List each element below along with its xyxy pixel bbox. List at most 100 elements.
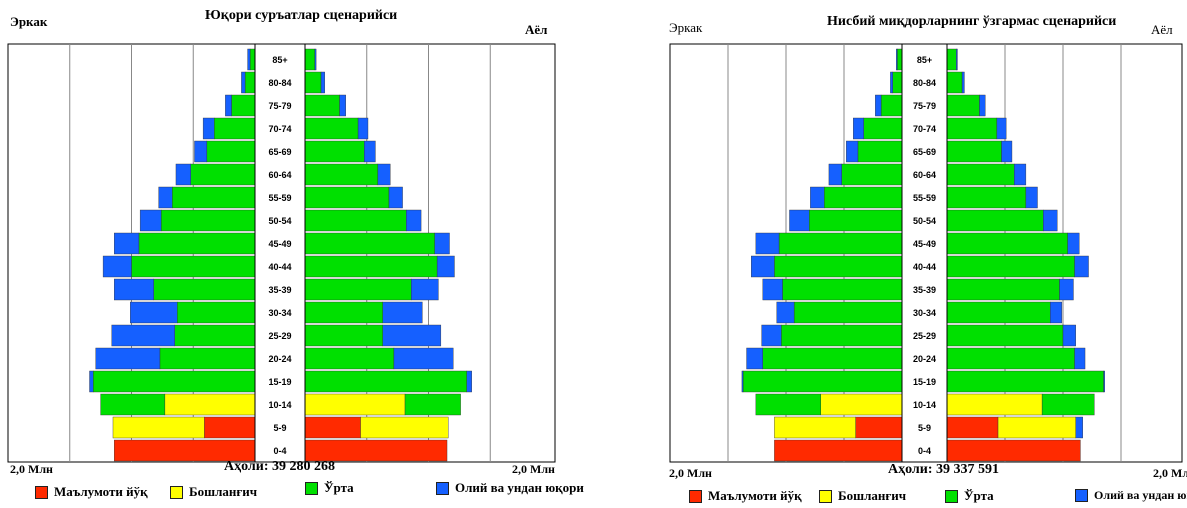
age-group-label: 50-54 xyxy=(913,216,936,226)
male-bar-secondary xyxy=(781,324,903,347)
population-label: Аҳоли: 39 280 268 xyxy=(224,459,336,474)
female-bar-higher xyxy=(979,94,986,117)
age-group-label: 5-9 xyxy=(918,423,931,433)
male-bar-higher xyxy=(750,255,775,278)
age-group-label: 55-59 xyxy=(913,193,936,203)
female-bar-none xyxy=(946,416,999,439)
female-bar-higher xyxy=(1062,324,1076,347)
age-group-label: 40-44 xyxy=(268,262,291,272)
legend-item-secondary: Ўрта xyxy=(945,488,994,504)
male-bar-secondary xyxy=(824,186,903,209)
age-group-label: 30-34 xyxy=(913,308,936,318)
age-group-label: 10-14 xyxy=(268,400,291,410)
male-bar-higher xyxy=(789,209,810,232)
age-group-label: 85+ xyxy=(272,55,287,65)
male-bar-higher xyxy=(89,370,94,393)
female-bar-secondary xyxy=(946,370,1104,393)
legend-swatch xyxy=(305,481,318,495)
female-bar-higher xyxy=(1103,370,1105,393)
male-bar-secondary xyxy=(172,186,256,209)
scale-label-right: 2,0 Млн xyxy=(1153,466,1187,480)
female-bar-secondary xyxy=(946,278,1060,301)
male-bar-secondary xyxy=(214,117,256,140)
female-bar-secondary xyxy=(946,301,1051,324)
male-bar-primary xyxy=(774,416,856,439)
female-bar-secondary xyxy=(304,117,359,140)
scale-label-left: 2,0 Млн xyxy=(10,462,53,476)
female-bar-higher xyxy=(393,347,454,370)
pyramid-chart-constant-ratios: Эркак Нисбий миқдорларнинг ўзгармас сцен… xyxy=(597,0,1187,506)
female-bar-higher xyxy=(382,324,442,347)
age-group-label: 10-14 xyxy=(913,400,936,410)
female-bar-secondary xyxy=(404,393,461,416)
male-bar-none xyxy=(774,439,903,462)
legend-item-secondary: Ўрта xyxy=(305,480,354,496)
female-bar-higher xyxy=(406,209,422,232)
male-bar-secondary xyxy=(808,209,903,232)
male-bar-higher xyxy=(762,278,783,301)
legend-item-primary: Бошланғич xyxy=(819,488,906,504)
female-bar-secondary xyxy=(946,163,1015,186)
male-label: Эркак xyxy=(669,20,703,35)
female-bar-primary xyxy=(997,416,1076,439)
age-group-label: 70-74 xyxy=(913,124,936,134)
age-group-label: 0-4 xyxy=(918,446,931,456)
legend-swatch xyxy=(689,489,702,503)
male-bar-higher xyxy=(896,48,898,71)
pyramid-plot: 85+ 80-84 75-79 70-74 65-69 60-64 55-59 50-54 45… xyxy=(7,43,556,463)
age-group-label: 85+ xyxy=(917,55,932,65)
male-bar-higher xyxy=(875,94,882,117)
male-bar-higher xyxy=(130,301,178,324)
male-bar-secondary xyxy=(231,94,256,117)
male-bar-secondary xyxy=(892,71,903,94)
female-label: Аёл xyxy=(1151,22,1173,37)
age-group-label: 35-39 xyxy=(913,285,936,295)
legend: Маълумоти йўқ Бошланғич Ўрта Олий ва унд… xyxy=(597,488,1187,508)
plot-frame xyxy=(7,43,556,463)
legend-label: Бошланғич xyxy=(189,484,258,499)
chart-title: Нисбий миқдорларнинг ўзгармас сценарийси xyxy=(827,14,1117,29)
female-bar-higher xyxy=(961,71,965,94)
legend-swatch xyxy=(436,481,449,495)
age-group-label: 55-59 xyxy=(268,193,291,203)
legend-label: Ўрта xyxy=(324,480,354,495)
female-label: Аёл xyxy=(525,22,548,37)
male-bar-higher xyxy=(853,117,864,140)
female-bar-none xyxy=(304,439,448,462)
age-group-label: 30-34 xyxy=(268,308,291,318)
male-bar-higher xyxy=(810,186,825,209)
age-group-label: 5-9 xyxy=(273,423,286,433)
female-bar-none xyxy=(304,416,361,439)
female-bar-higher xyxy=(436,255,455,278)
age-group-label: 25-29 xyxy=(913,331,936,341)
female-bar-higher xyxy=(1075,416,1083,439)
legend-item-none: Маълумоти йўқ xyxy=(689,488,802,504)
female-bar-higher xyxy=(357,117,369,140)
female-bar-secondary xyxy=(946,71,963,94)
male-bar-primary xyxy=(112,416,205,439)
legend-label: Олий ва ундан юқори xyxy=(455,480,584,495)
male-bar-higher xyxy=(846,140,859,163)
female-bar-secondary xyxy=(946,232,1068,255)
male-bar-secondary xyxy=(153,278,256,301)
female-bar-primary xyxy=(946,393,1043,416)
female-bar-primary xyxy=(360,416,449,439)
age-group-label: 65-69 xyxy=(913,147,936,157)
pyramid-plot: 85+ 80-84 75-79 70-74 65-69 60-64 55-59 50-54 45… xyxy=(669,43,1183,463)
legend-label: Ўрта xyxy=(964,488,994,503)
legend-item-none: Маълумоти йўқ xyxy=(35,484,148,500)
male-bar-none xyxy=(204,416,256,439)
age-group-label: 35-39 xyxy=(268,285,291,295)
female-bar-secondary xyxy=(946,347,1075,370)
female-bar-higher xyxy=(364,140,376,163)
male-bar-secondary xyxy=(190,163,256,186)
scale-label-left: 2,0 Млн xyxy=(669,466,712,480)
male-bar-secondary xyxy=(100,393,166,416)
male-bar-secondary xyxy=(841,163,903,186)
male-bar-higher xyxy=(95,347,161,370)
male-bar-higher xyxy=(158,186,173,209)
legend-item-primary: Бошланғич xyxy=(170,484,257,500)
male-bar-secondary xyxy=(131,255,256,278)
female-bar-secondary xyxy=(946,48,957,71)
male-bar-secondary xyxy=(206,140,256,163)
